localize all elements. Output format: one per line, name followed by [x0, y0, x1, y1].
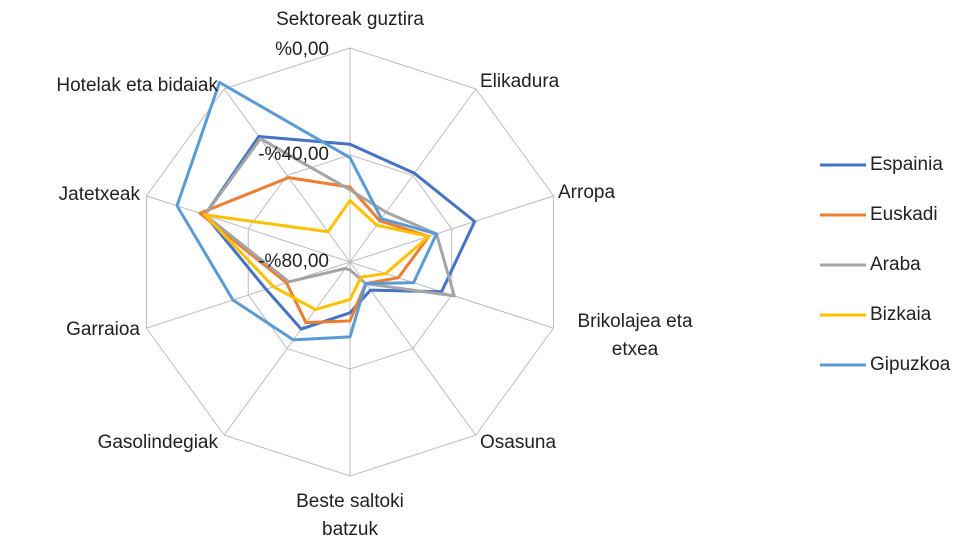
spoke [223, 261, 351, 436]
spoke [349, 261, 477, 436]
category-label: Brikolajea eta etxea [577, 311, 693, 360]
category-label: Jatetxeak [58, 184, 140, 205]
category-label: Gasolindegiak [97, 432, 218, 453]
category-label: Sektoreak guztira [276, 9, 424, 30]
series-line [175, 80, 438, 342]
axis-tick-label: -%40,00 [258, 144, 329, 165]
spoke [349, 88, 477, 263]
spoke [146, 195, 351, 263]
category-label: Osasuna [480, 432, 557, 453]
category-label: Elikadura [480, 71, 560, 92]
series-line [198, 176, 431, 325]
series-line [203, 198, 431, 312]
axis-tick-label: -%80,00 [258, 251, 329, 272]
category-label: Arropa [558, 182, 616, 203]
category-label: Hotelak eta bidaiak [56, 75, 218, 96]
category-label: Beste saltoki batzuk [296, 491, 404, 540]
series-line [203, 137, 456, 298]
axis-tick-label: %0,00 [275, 39, 329, 60]
spoke [349, 195, 554, 263]
legend-label: Araba [870, 254, 921, 275]
legend-label: Euskadi [870, 204, 938, 225]
spoke [146, 261, 351, 329]
category-label: Garraioa [66, 319, 140, 340]
legend-label: Espainia [870, 154, 943, 175]
spoke [223, 88, 351, 263]
legend-label: Bizkaia [870, 304, 932, 325]
legend-label: Gipuzkoa [870, 354, 951, 375]
